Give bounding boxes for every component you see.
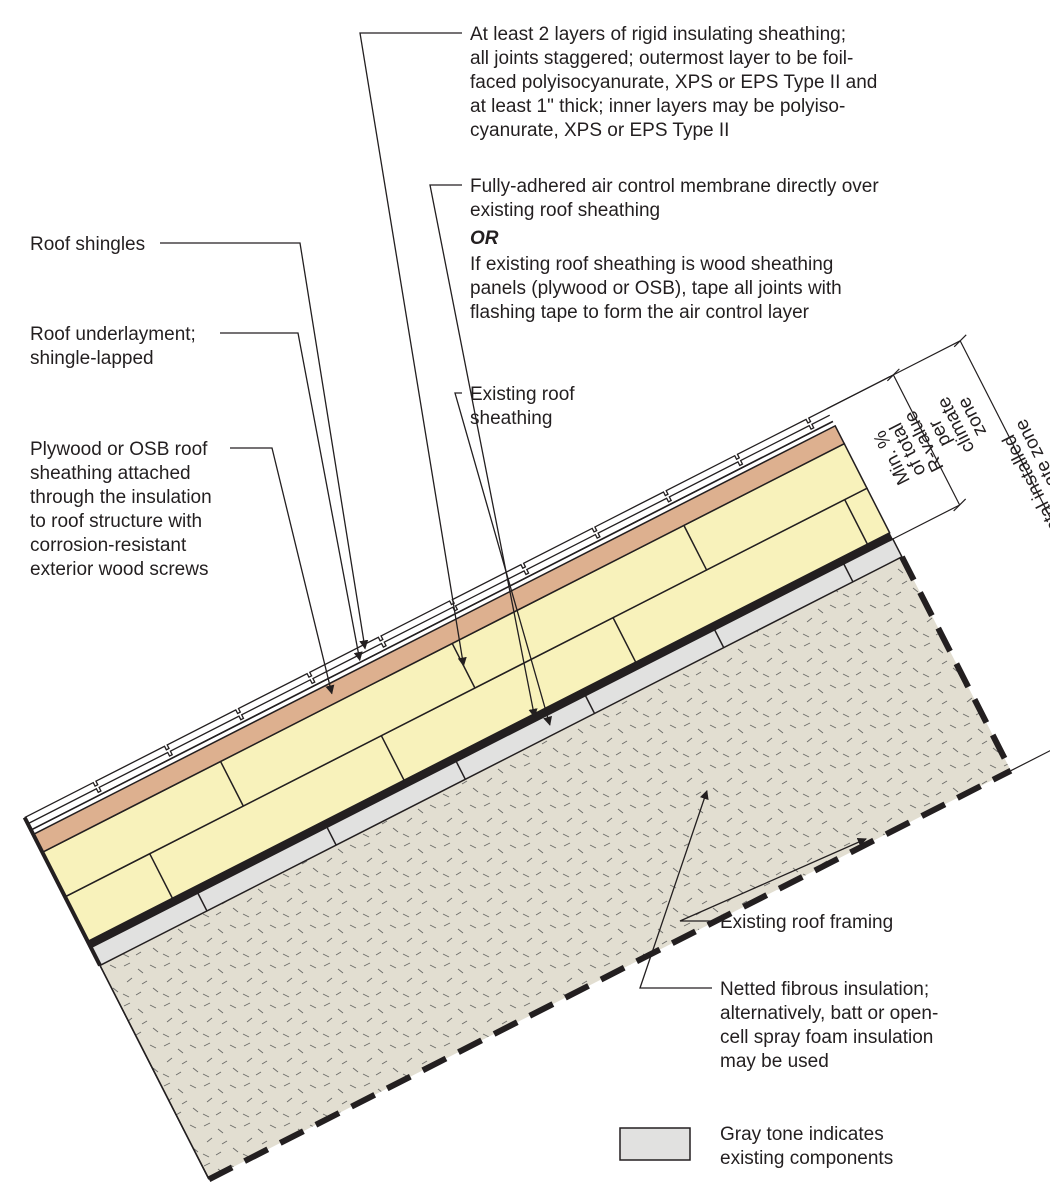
legend-swatch: [620, 1128, 690, 1160]
label-existing-sheathing: Existing roofsheathing: [470, 384, 575, 429]
label-underlayment: Roof underlayment;shingle-lapped: [30, 324, 196, 369]
label-air-control-a: Fully-adhered air control membrane direc…: [470, 176, 879, 221]
label-rigid-insulation: At least 2 layers of rigid insulating sh…: [470, 24, 877, 141]
label-legend: Gray tone indicatesexisting components: [720, 1124, 893, 1169]
roof-diagram: Min. %of totalR-valueperclimatezoneMinim…: [0, 0, 1050, 1200]
svg-text:Minimum total installedR-value: Minimum total installedR-value per clima…: [995, 415, 1050, 620]
label-fibrous-insulation: Netted fibrous insulation;alternatively,…: [720, 979, 938, 1072]
label-plywood-sheathing: Plywood or OSB roofsheathing attachedthr…: [30, 439, 212, 580]
label-air-control-b: If existing roof sheathing is wood sheat…: [470, 254, 842, 323]
label-existing-framing: Existing roof framing: [720, 912, 893, 933]
legend: Gray tone indicatesexisting components: [620, 1124, 893, 1169]
label-or: OR: [470, 228, 499, 249]
label-shingles: Roof shingles: [30, 234, 145, 255]
svg-text:Min. %of totalR-valueperclimat: Min. %of totalR-valueperclimatezone: [868, 383, 997, 492]
